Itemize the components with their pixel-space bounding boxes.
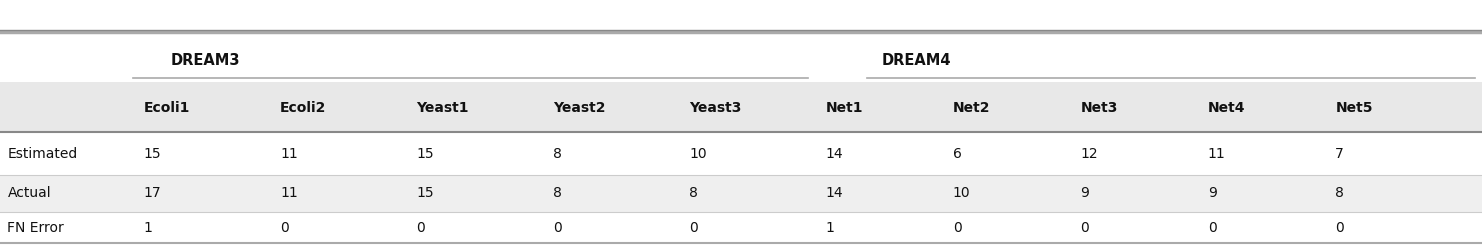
Text: 9: 9 xyxy=(1080,186,1089,200)
Text: 11: 11 xyxy=(280,147,298,161)
Text: 15: 15 xyxy=(144,147,162,161)
Text: 0: 0 xyxy=(953,221,962,235)
Text: 8: 8 xyxy=(1335,186,1344,200)
Text: DREAM3: DREAM3 xyxy=(170,53,240,67)
Text: 14: 14 xyxy=(825,147,843,161)
Text: 12: 12 xyxy=(1080,147,1098,161)
Text: 8: 8 xyxy=(553,186,562,200)
Text: 10: 10 xyxy=(689,147,707,161)
Text: Net5: Net5 xyxy=(1335,101,1372,115)
Text: 0: 0 xyxy=(280,221,289,235)
Text: Net1: Net1 xyxy=(825,101,863,115)
Text: 0: 0 xyxy=(1080,221,1089,235)
Text: Yeast3: Yeast3 xyxy=(689,101,741,115)
Text: Ecoli1: Ecoli1 xyxy=(144,101,190,115)
Bar xyxy=(0,175,1482,212)
Text: 15: 15 xyxy=(416,147,434,161)
Text: 8: 8 xyxy=(553,147,562,161)
Text: 8: 8 xyxy=(689,186,698,200)
Text: Yeast1: Yeast1 xyxy=(416,101,468,115)
Text: 17: 17 xyxy=(144,186,162,200)
Text: 0: 0 xyxy=(689,221,698,235)
Text: 0: 0 xyxy=(416,221,425,235)
Text: Estimated: Estimated xyxy=(7,147,77,161)
Text: 0: 0 xyxy=(553,221,562,235)
Text: 10: 10 xyxy=(953,186,971,200)
Bar xyxy=(0,82,1482,132)
Text: 15: 15 xyxy=(416,186,434,200)
Text: 11: 11 xyxy=(280,186,298,200)
Text: 1: 1 xyxy=(825,221,834,235)
Text: 0: 0 xyxy=(1335,221,1344,235)
Text: Net3: Net3 xyxy=(1080,101,1117,115)
Text: Actual: Actual xyxy=(7,186,50,200)
Text: 6: 6 xyxy=(953,147,962,161)
Text: Ecoli2: Ecoli2 xyxy=(280,101,326,115)
Text: DREAM4: DREAM4 xyxy=(882,53,951,67)
Text: 9: 9 xyxy=(1208,186,1217,200)
Text: Yeast2: Yeast2 xyxy=(553,101,605,115)
Text: 0: 0 xyxy=(1208,221,1217,235)
Text: 11: 11 xyxy=(1208,147,1226,161)
Text: 7: 7 xyxy=(1335,147,1344,161)
Text: 14: 14 xyxy=(825,186,843,200)
Text: FN Error: FN Error xyxy=(7,221,64,235)
Text: Net4: Net4 xyxy=(1208,101,1245,115)
Text: Net2: Net2 xyxy=(953,101,990,115)
Text: 1: 1 xyxy=(144,221,153,235)
